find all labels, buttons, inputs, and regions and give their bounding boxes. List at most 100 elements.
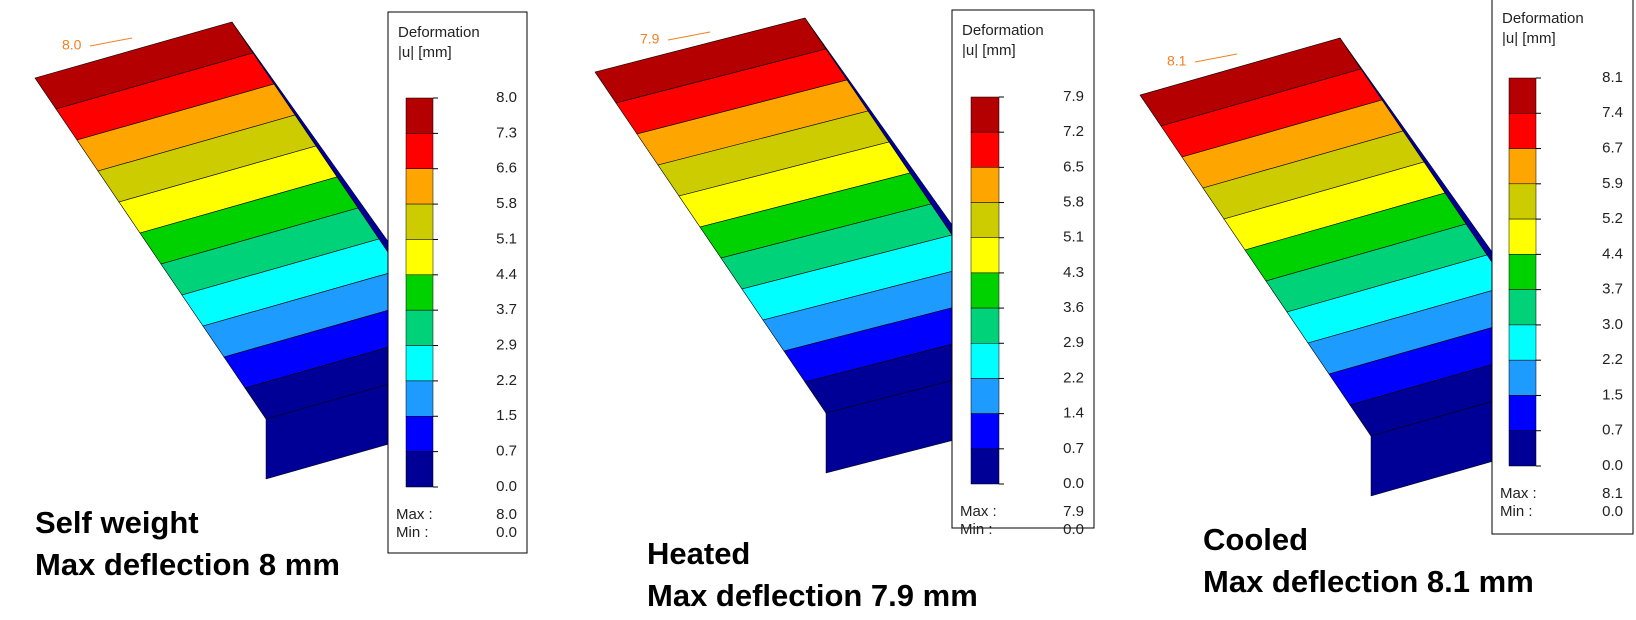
legend-level: 5.2	[1602, 210, 1623, 227]
caption: Max deflection 7.9 mm	[647, 578, 978, 613]
caption: Max deflection 8.1 mm	[1203, 564, 1534, 599]
legend-level: 5.8	[496, 195, 517, 212]
min-label: Min :	[960, 521, 993, 538]
legend-level: 1.4	[1063, 405, 1084, 422]
legend-level: 8.0	[496, 89, 517, 106]
legend-level: 3.0	[1602, 316, 1623, 333]
legend-level: 0.7	[1602, 422, 1623, 439]
probe-leader	[667, 31, 711, 41]
legend-level: 4.3	[1063, 264, 1084, 281]
probe-label: 8.0	[62, 37, 82, 53]
legend-swatch	[1508, 77, 1537, 114]
legend-level: 4.4	[496, 266, 517, 283]
max-value: 8.1	[1602, 485, 1623, 502]
legend-level: 2.2	[1063, 369, 1084, 386]
probe-label: 8.1	[1167, 53, 1187, 69]
min-value: 0.0	[1602, 503, 1623, 520]
legend-level: 1.5	[1602, 386, 1623, 403]
legend-level: 0.7	[496, 443, 517, 460]
legend-swatch	[1508, 113, 1537, 149]
legend-swatch	[1508, 395, 1537, 431]
legend-title: Deformation	[962, 22, 1044, 39]
legend-swatch	[1508, 359, 1537, 396]
legend-swatch	[1508, 218, 1537, 255]
legend-level: 5.1	[496, 230, 517, 247]
caption: Cooled	[1203, 522, 1308, 557]
legend-swatch	[1508, 324, 1537, 361]
legend-swatch	[405, 97, 434, 134]
legend-swatch	[970, 272, 1000, 309]
legend-swatch	[405, 416, 434, 452]
legend-level: 8.1	[1602, 69, 1623, 86]
min-value: 0.0	[496, 524, 517, 541]
legend-level: 3.6	[1063, 299, 1084, 316]
legend-swatch	[970, 413, 1000, 450]
caption: Heated	[647, 536, 750, 571]
legend-swatch	[1508, 183, 1537, 220]
legend-level: 6.5	[1063, 158, 1084, 175]
legend-swatch	[970, 237, 1000, 274]
legend-swatch	[1508, 289, 1537, 326]
legend-swatch	[970, 96, 1000, 133]
legend-swatch	[970, 307, 1000, 344]
legend-title: |u| [mm]	[398, 44, 452, 61]
legend-level: 2.2	[1602, 351, 1623, 368]
legend-swatch	[405, 133, 434, 169]
legend-swatch	[405, 239, 434, 276]
panel: 8.0 Deformation |u| [mm] 8.0 7.3 6.6 5.8 5.1 4.4…	[34, 11, 528, 582]
legend-swatch	[970, 448, 1000, 485]
legend-swatch	[1508, 148, 1537, 185]
legend-swatch	[405, 451, 434, 488]
legend-swatch	[1508, 430, 1537, 467]
legend-swatch	[405, 274, 434, 311]
legend-swatch	[405, 380, 434, 417]
max-value: 7.9	[1063, 503, 1084, 520]
probe-label: 7.9	[640, 31, 660, 47]
legend-swatch	[970, 343, 1000, 379]
legend-swatch	[405, 309, 434, 346]
legend-level: 2.9	[496, 337, 517, 354]
legend-level: 0.7	[1063, 440, 1084, 457]
legend-level: 6.7	[1602, 140, 1623, 157]
legend-swatch	[970, 131, 1000, 168]
legend-level: 2.9	[1063, 334, 1084, 351]
legend-level: 3.7	[1602, 281, 1623, 298]
legend-level: 0.0	[1063, 475, 1084, 492]
legend-level: 5.8	[1063, 194, 1084, 211]
caption: Self weight	[35, 505, 199, 540]
legend-level: 7.3	[496, 124, 517, 141]
probe-leader	[89, 37, 133, 47]
panel: 7.9 Deformation |u| [mm] 7.9 7.2 6.5 5.8 5.1 4.3…	[594, 9, 1095, 613]
legend-level: 2.2	[496, 372, 517, 389]
legend-title: Deformation	[398, 24, 480, 41]
legend-level: 4.4	[1602, 245, 1623, 262]
legend-level: 7.4	[1602, 104, 1623, 121]
legend-level: 3.7	[496, 301, 517, 318]
legend-swatch	[1508, 254, 1537, 290]
max-label: Max :	[960, 503, 997, 520]
legend-swatch	[405, 168, 434, 205]
min-label: Min :	[1500, 503, 1533, 520]
legend-swatch	[970, 378, 1000, 414]
legend-title: |u| [mm]	[1502, 30, 1556, 47]
legend-level: 0.0	[1602, 457, 1623, 474]
legend-level: 0.0	[496, 478, 517, 495]
legend-level: 5.1	[1063, 229, 1084, 246]
legend-level: 1.5	[496, 407, 517, 424]
min-value: 0.0	[1063, 521, 1084, 538]
legend-title: |u| [mm]	[962, 42, 1016, 59]
legend-level: 5.9	[1602, 175, 1623, 192]
probe-leader	[1194, 53, 1238, 63]
legend-level: 7.9	[1063, 88, 1084, 105]
legend-swatch	[405, 203, 434, 240]
max-value: 8.0	[496, 506, 517, 523]
legend-title: Deformation	[1502, 10, 1584, 27]
legend-level: 7.2	[1063, 123, 1084, 140]
panel: 8.1 Deformation |u| [mm] 8.1 7.4 6.7 5.9 5.2 4.4…	[1139, 0, 1634, 599]
legend-level: 6.6	[496, 160, 517, 177]
legend-swatch	[970, 202, 1000, 238]
legend-swatch	[970, 167, 1000, 203]
caption: Max deflection 8 mm	[35, 547, 340, 582]
legend-swatch	[405, 345, 434, 382]
